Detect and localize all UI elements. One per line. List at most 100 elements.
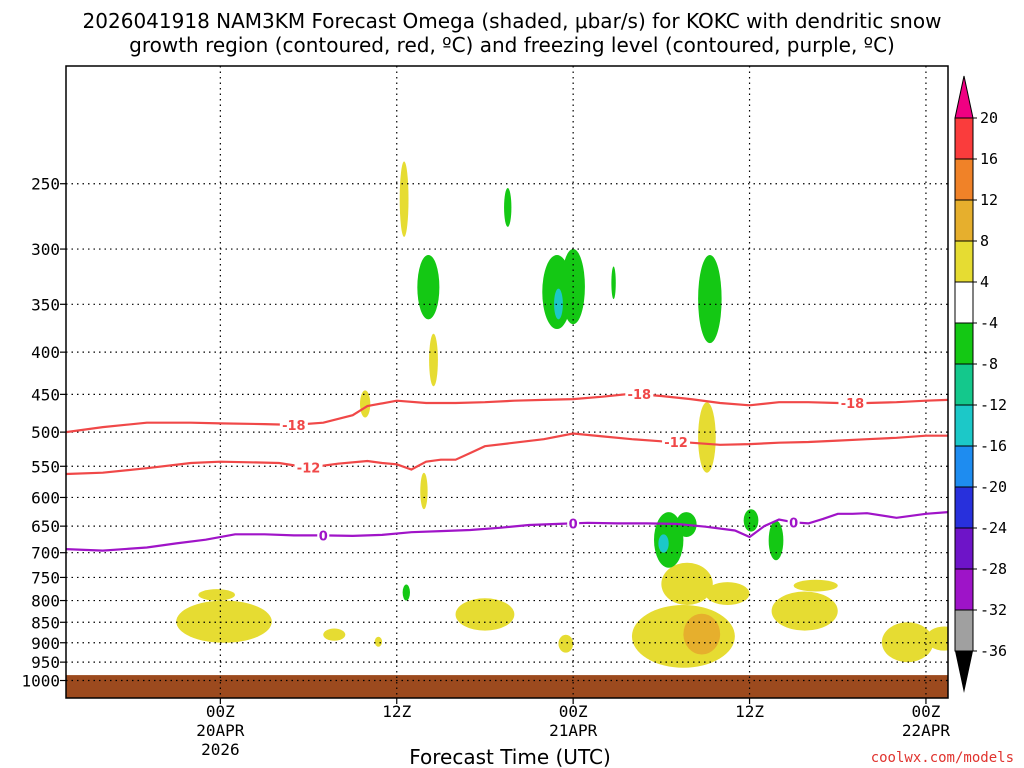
omega-region-23 xyxy=(611,266,616,300)
contour-label-2-2: 0 xyxy=(789,516,798,531)
omega-region-30 xyxy=(554,288,563,320)
y-tick-label-750: 750 xyxy=(31,568,60,587)
colorbar: -36 -32 -28 -24 -20 -16 -12 -8 -4 4 8 12 16 20 xyxy=(954,75,1007,693)
omega-region-5 xyxy=(558,634,574,653)
y-tick-label-450: 450 xyxy=(31,385,60,404)
omega-region-2 xyxy=(323,628,346,641)
plot-frame xyxy=(65,65,949,699)
x-tick-label-1-0: 12Z xyxy=(382,702,411,721)
y-tick-label-900: 900 xyxy=(31,634,60,653)
x-tick-label-0-0: 00Z xyxy=(206,702,235,721)
colorbar-swatch-4 xyxy=(954,486,974,529)
y-tick-label-800: 800 xyxy=(31,592,60,611)
y-tick-label-1000: 1000 xyxy=(21,672,60,691)
colorbar-label-1: -32 xyxy=(980,601,1007,619)
contour-label-0-2: -18 xyxy=(841,397,865,412)
contour-label-2-0: 0 xyxy=(319,529,328,544)
omega-region-1 xyxy=(198,589,236,601)
omega-region-12 xyxy=(925,626,948,651)
contour-label-bg-2-1 xyxy=(567,516,580,531)
omega-region-15 xyxy=(429,333,438,387)
contour-label-bg-0-2 xyxy=(838,396,867,411)
y-tick-label-950: 950 xyxy=(31,653,60,672)
colorbar-label-10: 8 xyxy=(980,232,989,250)
contour-label-bg-0-1 xyxy=(625,387,654,402)
omega-region-3 xyxy=(374,636,383,647)
x-tick-label-0-2: 2026 xyxy=(201,740,240,759)
contour-label-bg-2-0 xyxy=(317,528,330,543)
contour-line-0 xyxy=(66,392,948,434)
colorbar-label-8: -4 xyxy=(980,314,998,332)
colorbar-swatch-13 xyxy=(954,117,974,160)
y-tick-label-350: 350 xyxy=(31,295,60,314)
x-axis-label: Forecast Time (UTC) xyxy=(409,745,611,768)
colorbar-swatch-8 xyxy=(954,322,974,365)
omega-region-0 xyxy=(176,600,272,643)
y-tick-label-250: 250 xyxy=(31,175,60,194)
contour-label-bg-2-2 xyxy=(787,515,800,530)
contour-label-1-1: -12 xyxy=(664,436,688,451)
chart-title-line-1: 2026041918 NAM3KM Forecast Omega (shaded… xyxy=(83,9,942,33)
omega-region-13 xyxy=(683,613,721,655)
colorbar-label-9: 4 xyxy=(980,273,989,291)
colorbar-label-12: 16 xyxy=(980,150,998,168)
x-tick-label-4-1: 22APR xyxy=(902,721,951,740)
colorbar-swatch-14 xyxy=(954,75,974,119)
omega-region-29 xyxy=(768,520,784,561)
contour-label-bg-1-0 xyxy=(294,460,323,475)
contour-label-0-1: -18 xyxy=(628,388,652,403)
colorbar-swatch-10 xyxy=(954,240,974,283)
omega-region-28 xyxy=(743,509,759,532)
contour-label-bg-1-1 xyxy=(662,435,691,450)
omega-region-25 xyxy=(402,584,410,601)
omega-region-8 xyxy=(705,582,750,606)
plot-inner: -18 -18 -18 -12 -12 0 0 0 xyxy=(66,66,948,698)
omega-region-20 xyxy=(504,187,512,227)
colorbar-swatch-7 xyxy=(954,363,974,406)
omega-region-9 xyxy=(771,591,838,631)
y-tick-label-600: 600 xyxy=(31,488,60,507)
colorbar-label-6: -12 xyxy=(980,396,1007,414)
plot-area: -18 -18 -18 -12 -12 0 0 0 250 300 350 400 450 500 550 6… xyxy=(21,65,951,759)
colorbar-label-4: -20 xyxy=(980,478,1007,496)
contour-label-bg-0-0 xyxy=(279,417,308,432)
omega-region-14 xyxy=(399,161,409,237)
y-tick-label-300: 300 xyxy=(31,240,60,259)
omega-region-4 xyxy=(455,598,515,631)
colorbar-swatch-5 xyxy=(954,445,974,488)
colorbar-label-0: -36 xyxy=(980,642,1007,660)
colorbar-label-3: -24 xyxy=(980,519,1007,537)
omega-region-10 xyxy=(793,579,838,592)
colorbar-swatch-12 xyxy=(954,158,974,201)
colorbar-swatch-9 xyxy=(954,281,974,324)
omega-region-24 xyxy=(698,254,722,344)
credit-text[interactable]: coolwx.com/models xyxy=(871,750,1014,766)
x-tick-label-2-0: 00Z xyxy=(559,702,588,721)
y-tick-label-500: 500 xyxy=(31,423,60,442)
colorbar-swatch-1 xyxy=(954,609,974,652)
omega-region-31 xyxy=(658,534,669,553)
colorbar-swatch-11 xyxy=(954,199,974,242)
colorbar-label-11: 12 xyxy=(980,191,998,209)
colorbar-swatch-0 xyxy=(955,651,973,693)
colorbar-swatch-2 xyxy=(954,568,974,611)
chart-title-line-2: growth region (contoured, red, ºC) and f… xyxy=(129,33,895,57)
contour-label-1-0: -12 xyxy=(297,462,321,477)
x-tick-label-2-1: 21APR xyxy=(549,721,598,740)
colorbar-label-5: -16 xyxy=(980,437,1007,455)
colorbar-swatch-6 xyxy=(954,404,974,447)
y-tick-label-700: 700 xyxy=(31,544,60,563)
x-tick-label-4-0: 00Z xyxy=(911,702,940,721)
omega-region-7 xyxy=(661,562,713,606)
y-tick-label-850: 850 xyxy=(31,613,60,632)
omega-region-16 xyxy=(360,390,371,418)
y-tick-label-650: 650 xyxy=(31,517,60,536)
contour-label-2-1: 0 xyxy=(569,517,578,532)
colorbar-swatch-3 xyxy=(954,527,974,570)
y-tick-label-550: 550 xyxy=(31,457,60,476)
omega-region-19 xyxy=(417,254,440,320)
ground-surface xyxy=(66,675,948,698)
colorbar-label-2: -28 xyxy=(980,560,1007,578)
colorbar-label-7: -8 xyxy=(980,355,998,373)
